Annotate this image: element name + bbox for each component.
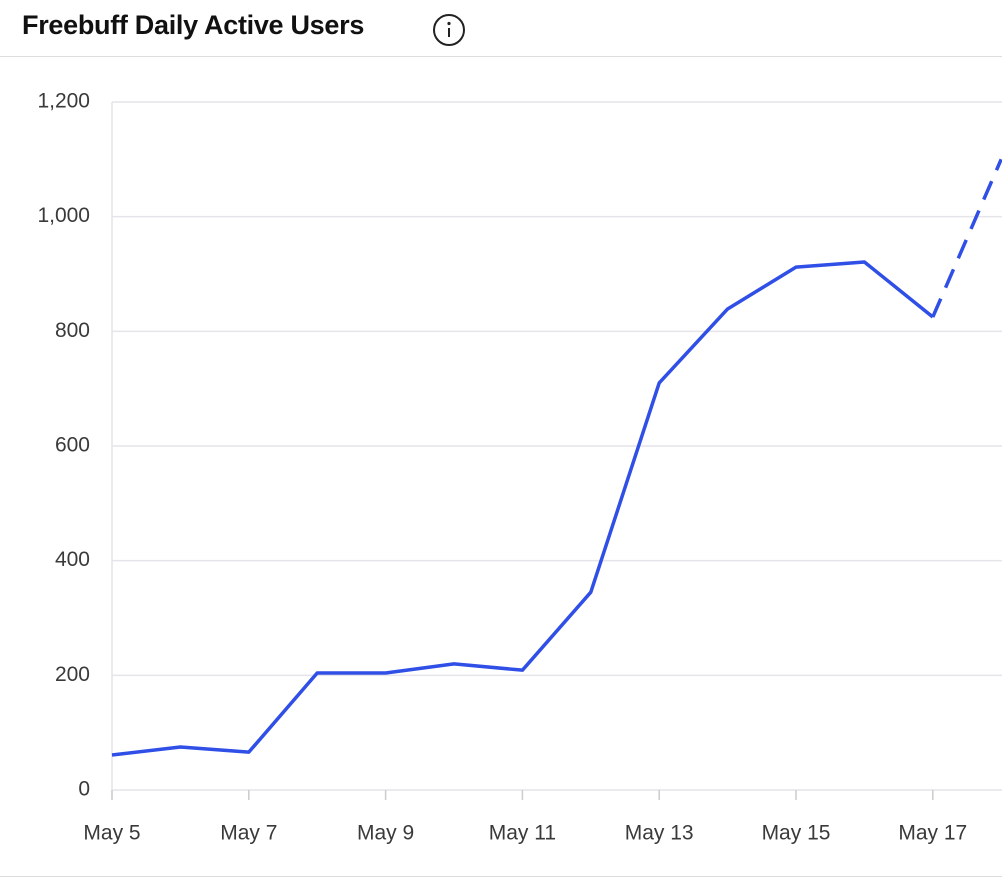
y-tick-label: 600: [55, 434, 90, 457]
x-tick-label: May 11: [489, 822, 556, 845]
divider: [0, 56, 1002, 57]
y-tick-label: 800: [55, 319, 90, 342]
y-tick-label: 1,000: [37, 204, 90, 227]
y-tick-label: 0: [78, 778, 90, 801]
chart-title: Freebuff Daily Active Users: [22, 10, 365, 40]
card-bottom: [0, 876, 1002, 883]
line-series: [111, 260, 934, 757]
x-tick-label: May 13: [625, 822, 694, 845]
y-tick-label: 1,200: [37, 90, 90, 113]
info-icon[interactable]: [432, 13, 466, 47]
chart: 0 200 400 600 800 1,000 1,200 May 5 May 7 May 9 Ma…: [37, 90, 1002, 845]
x-tick-label: May 15: [762, 822, 831, 845]
x-tick-label: May 9: [357, 822, 414, 845]
x-tick-label: May 17: [898, 822, 967, 845]
x-tick-label: May 7: [220, 822, 277, 845]
y-tick-label: 200: [55, 663, 90, 686]
y-tick-label: 400: [55, 548, 90, 571]
line-series-partial: [931, 158, 1002, 318]
x-tick-label: May 5: [83, 822, 140, 845]
